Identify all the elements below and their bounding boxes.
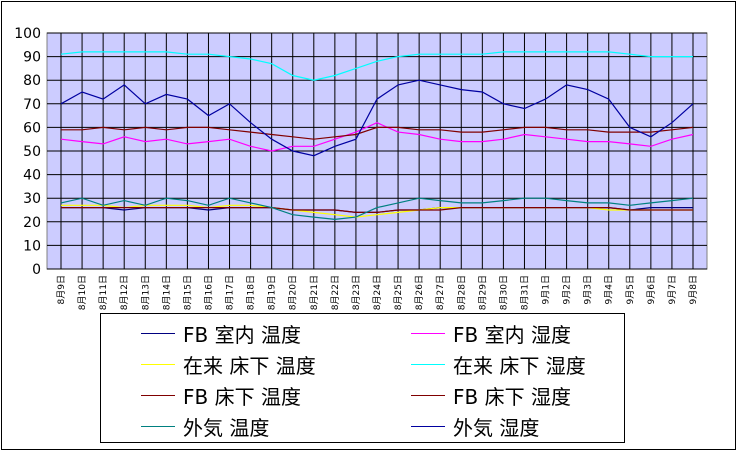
legend-label: 在来 床下 温度 [183, 353, 316, 378]
x-tick-label: 8月21日 [309, 275, 320, 310]
legend-item: 外気 温度 [141, 411, 269, 441]
legend-swatch [411, 425, 445, 427]
y-tick-label: 50 [23, 144, 41, 160]
series-line-7 [60, 197, 694, 221]
legend-swatch [411, 332, 445, 334]
legend-item: 在来 床下 湿度 [411, 349, 586, 379]
x-tick-label: 9月1日 [541, 275, 552, 304]
x-tick-label: 8月28日 [456, 275, 467, 310]
legend-label: FB 室内 湿度 [453, 322, 571, 347]
legend-item: FB 室内 湿度 [411, 318, 571, 348]
x-tick-label: 8月24日 [372, 275, 383, 310]
x-tick-label: 9月3日 [583, 275, 594, 304]
x-tick-label: 9月8日 [688, 275, 699, 304]
x-tick-label: 8月29日 [477, 275, 488, 310]
x-tick-label: 8月26日 [414, 275, 425, 310]
legend-item: 在来 床下 温度 [141, 349, 316, 379]
series-line-6 [61, 126, 694, 140]
legend-swatch [411, 363, 445, 365]
y-tick-label: 70 [23, 97, 41, 113]
series-line-8 [60, 79, 694, 157]
legend-item: FB 床下 湿度 [411, 380, 571, 410]
x-tick-label: 8月14日 [161, 275, 172, 310]
y-tick-label: 60 [23, 120, 41, 136]
legend-item: 外気 湿度 [411, 411, 539, 441]
x-tick-label: 9月7日 [667, 275, 678, 304]
legend-swatch [141, 363, 175, 365]
x-tick-label: 8月31日 [519, 275, 530, 310]
x-tick-label: 9月2日 [562, 275, 573, 304]
legend-label: 在来 床下 湿度 [453, 353, 586, 378]
x-axis-ticks: 8月9日 8月10日 8月11日 8月12日 8月13日 8月14日 8月15日 8月16日 8… [56, 275, 699, 310]
x-tick-label: 8月17日 [225, 275, 236, 310]
x-tick-label: 8月9日 [56, 275, 67, 304]
legend-swatch [141, 425, 175, 427]
x-tick-label: 9月6日 [646, 275, 657, 304]
y-tick-label: 90 [23, 50, 41, 66]
series-line-4 [60, 51, 693, 81]
x-tick-label: 8月16日 [203, 275, 214, 310]
legend-label: FB 床下 湿度 [453, 384, 571, 409]
y-tick-label: 40 [23, 168, 41, 184]
x-tick-label: 9月4日 [604, 275, 615, 304]
x-tick-label: 8月27日 [435, 275, 446, 310]
x-tick-label: 8月20日 [288, 275, 299, 310]
y-tick-label: 100 [14, 26, 41, 42]
y-tick-label: 30 [23, 191, 41, 207]
legend-label: FB 床下 温度 [183, 384, 301, 409]
legend-item: FB 室内 温度 [141, 318, 301, 348]
legend-item: FB 床下 温度 [141, 380, 301, 410]
legend: FB 室内 温度 FB 室内 湿度在来 床下 温度 在来 床下 湿度 FB 床下 温度… [100, 313, 625, 443]
legend-swatch [411, 394, 445, 396]
series-line-5 [61, 207, 693, 213]
x-tick-label: 8月23日 [351, 275, 362, 310]
x-tick-label: 8月30日 [498, 275, 509, 310]
y-tick-label: 10 [23, 238, 41, 254]
x-tick-label: 8月15日 [182, 275, 193, 310]
x-tick-label: 8月12日 [119, 275, 130, 310]
y-tick-label: 20 [23, 215, 41, 231]
grid-lines [47, 32, 707, 270]
series-line-2 [60, 122, 694, 152]
x-tick-label: 8月19日 [267, 275, 278, 310]
x-tick-label: 9月5日 [625, 275, 636, 304]
y-tick-label: 80 [23, 73, 41, 89]
legend-swatch [141, 394, 175, 396]
legend-label: FB 室内 温度 [183, 322, 301, 347]
x-tick-label: 8月10日 [77, 275, 88, 310]
legend-swatch [141, 332, 175, 334]
series-group [60, 51, 694, 221]
legend-label: 外気 温度 [183, 415, 270, 440]
x-tick-label: 8月18日 [246, 275, 257, 310]
y-axis-ticks: 0 10 20 30 40 50 60 70 80 90 100 [14, 26, 41, 278]
legend-label: 外気 湿度 [453, 415, 540, 440]
x-tick-label: 8月13日 [140, 275, 151, 310]
x-tick-label: 8月22日 [330, 275, 341, 310]
x-tick-label: 8月25日 [393, 275, 404, 310]
x-tick-label: 8月11日 [98, 275, 109, 310]
y-tick-label: 0 [32, 262, 41, 278]
